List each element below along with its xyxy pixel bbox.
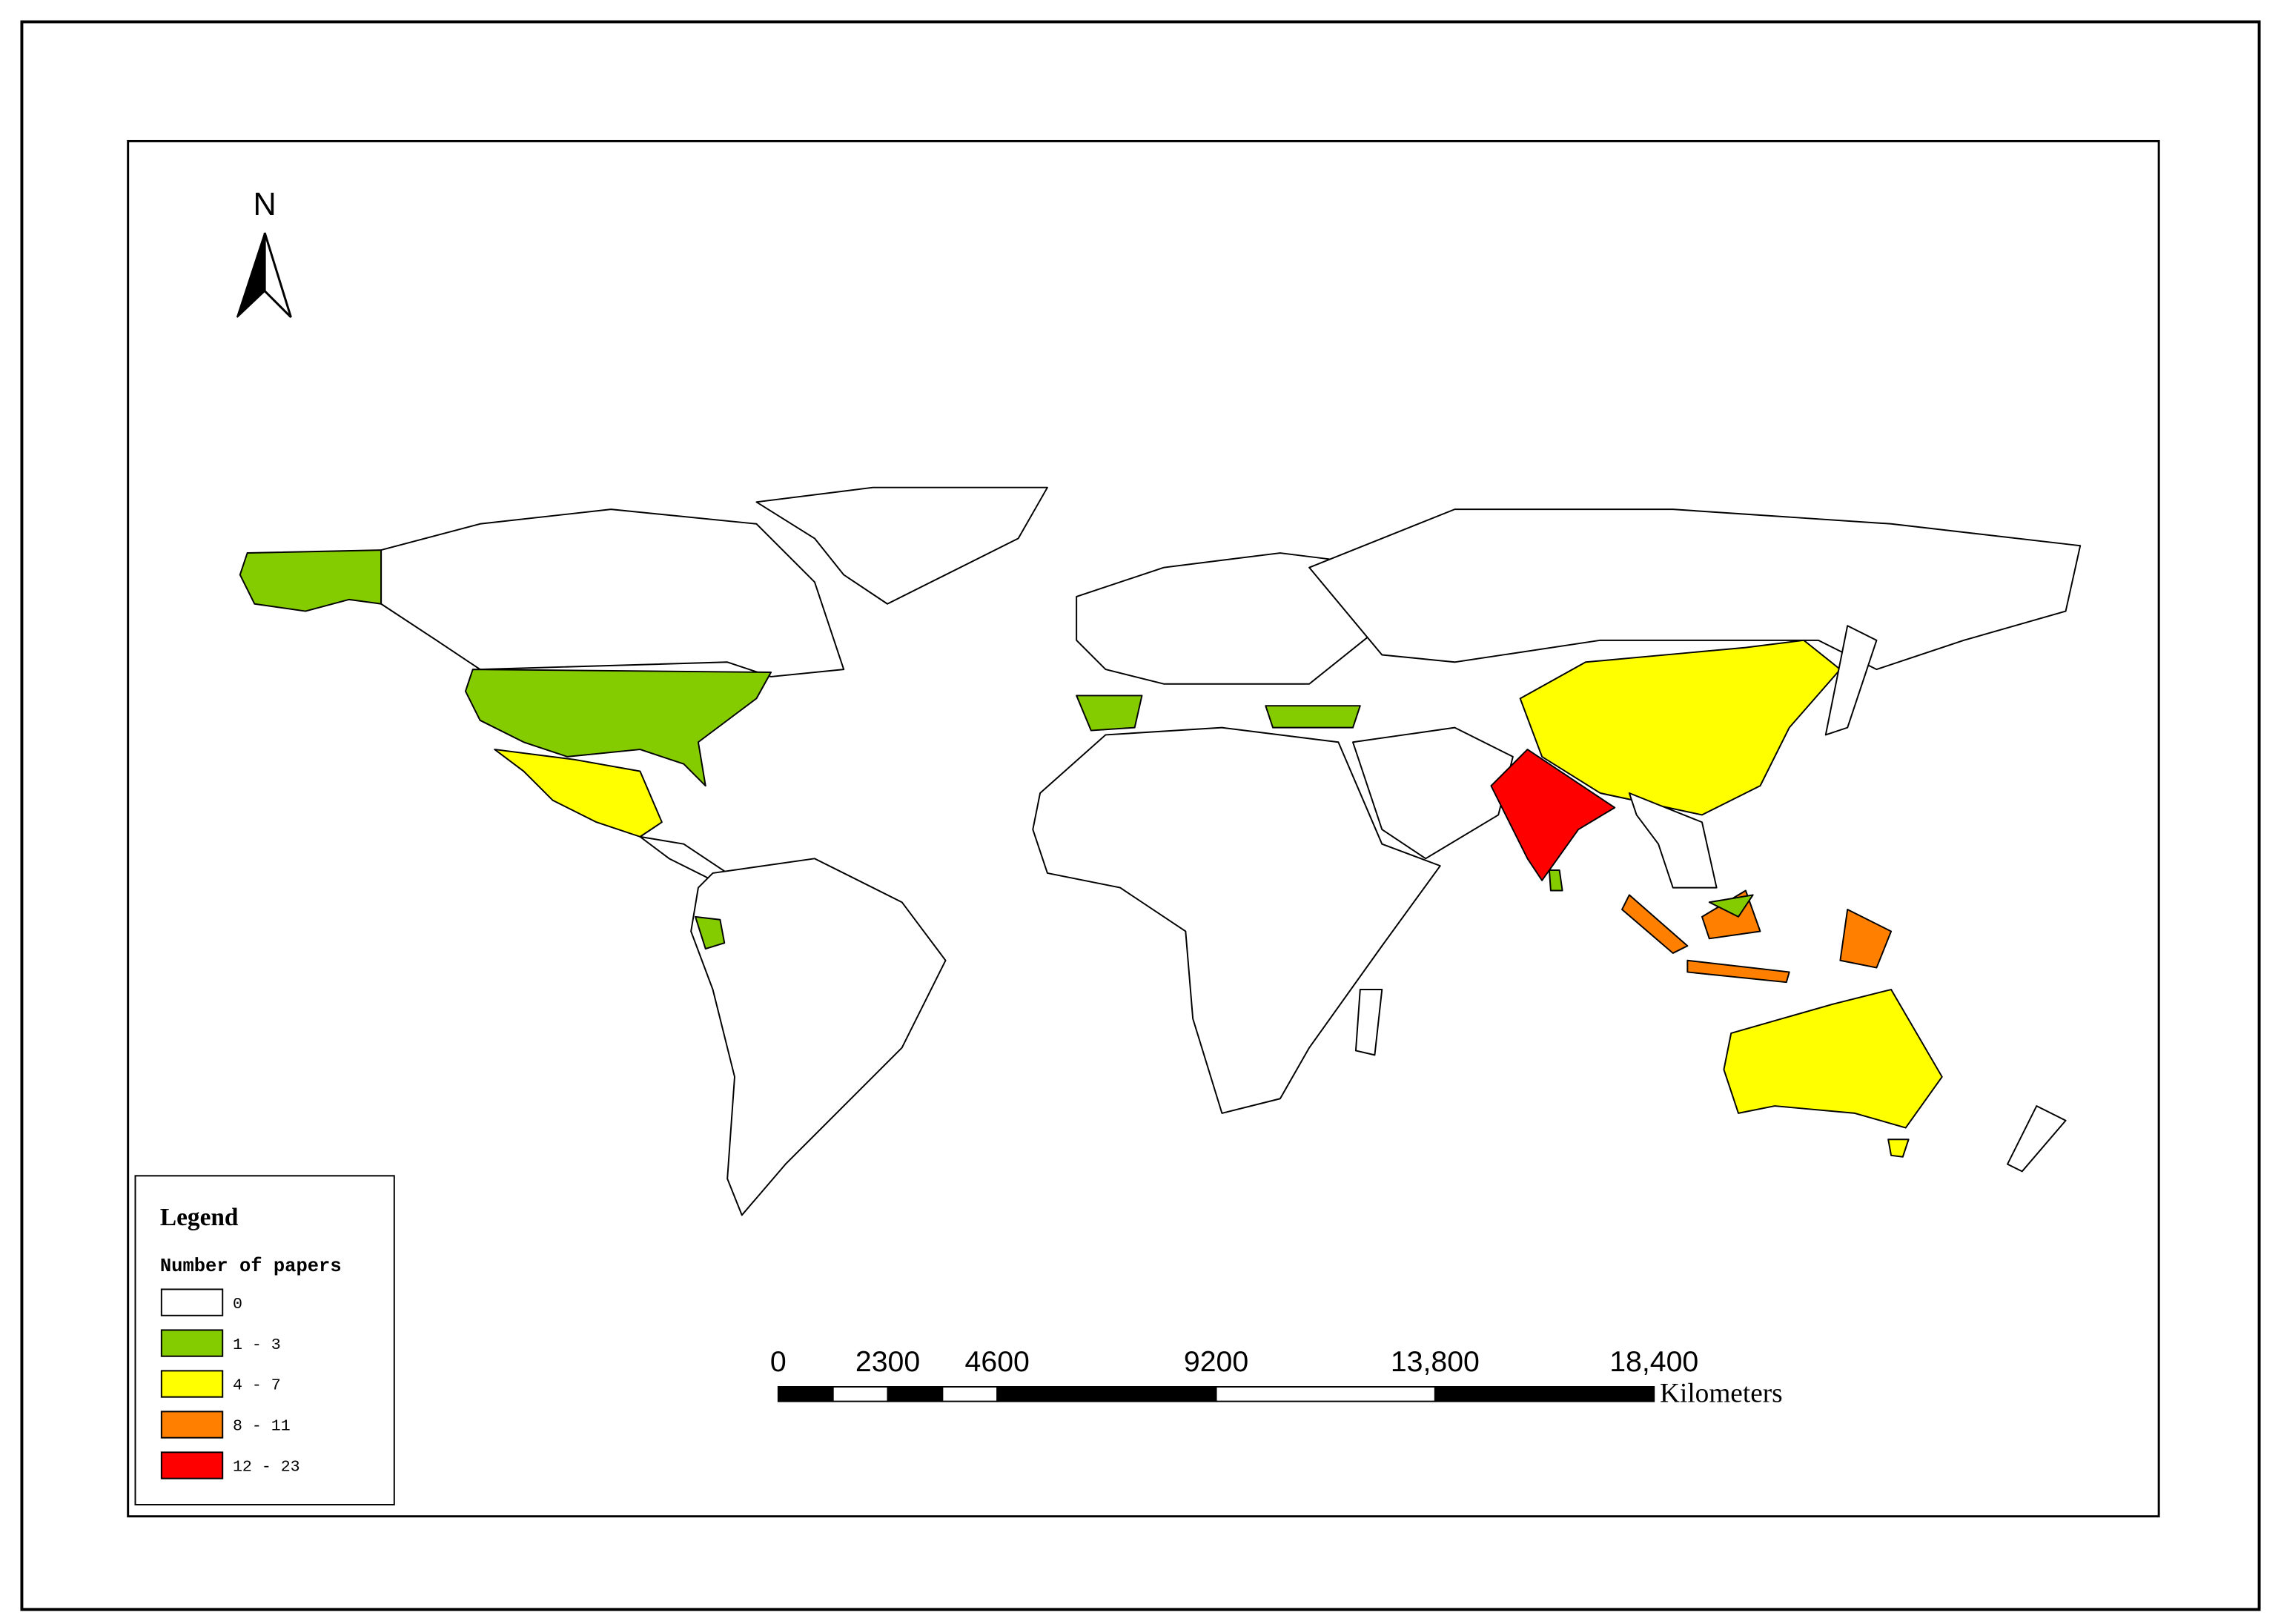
legend-label: 12 - 23 — [233, 1459, 300, 1476]
sri-lanka — [1548, 869, 1563, 892]
scale-segment — [996, 1386, 1217, 1402]
legend: Legend Number of papers 0 1 - 3 4 - 7 8 - 1… — [134, 1175, 395, 1505]
java — [1686, 959, 1790, 984]
legend-subtitle: Number of papers — [160, 1256, 342, 1277]
scale-segment — [887, 1386, 944, 1402]
new-zealand — [2007, 1105, 2067, 1173]
arrow-right — [263, 232, 292, 319]
malaysia — [1708, 894, 1754, 918]
north-label: N — [254, 187, 277, 222]
scale-unit: Kilometers — [1660, 1378, 1783, 1408]
europe — [1076, 552, 1397, 685]
scale-segment — [941, 1386, 999, 1402]
middle-east — [1352, 726, 1514, 860]
scale-segment — [1434, 1386, 1655, 1402]
scale-label: 2300 — [855, 1345, 920, 1378]
india — [1490, 749, 1616, 881]
north-arrow: N — [236, 187, 292, 319]
madagascar — [1354, 989, 1383, 1056]
scale-label: 4600 — [965, 1345, 1030, 1378]
scale-label: 9200 — [1184, 1345, 1248, 1378]
scale-label: 13,800 — [1391, 1345, 1480, 1378]
world-map — [239, 486, 2082, 1216]
japan — [1824, 625, 1878, 736]
legend-swatch — [160, 1370, 224, 1398]
scale-segment — [1215, 1386, 1436, 1402]
greenland — [755, 486, 1048, 605]
usa — [464, 669, 772, 787]
scale-label: 0 — [770, 1345, 787, 1378]
southeast-asia — [1628, 792, 1718, 889]
tasmania — [1887, 1139, 1910, 1158]
canada — [380, 508, 845, 677]
ecuador — [695, 915, 726, 950]
legend-label: 8 - 11 — [233, 1418, 291, 1436]
africa — [1032, 726, 1441, 1114]
legend-label: 0 — [233, 1296, 242, 1313]
spain — [1076, 695, 1143, 732]
papua — [1839, 909, 1893, 969]
legend-swatch — [160, 1329, 224, 1357]
russia — [1308, 508, 2082, 671]
scale-segment — [777, 1386, 834, 1402]
legend-label: 4 - 7 — [233, 1377, 281, 1395]
legend-swatch — [160, 1451, 224, 1479]
sumatra — [1621, 894, 1689, 954]
china — [1519, 639, 1841, 816]
legend-swatch — [160, 1411, 224, 1439]
legend-title: Legend — [160, 1204, 239, 1231]
scale-segment — [832, 1386, 889, 1402]
legend-label: 1 - 3 — [233, 1336, 281, 1354]
scale-label: 18,400 — [1609, 1345, 1698, 1378]
australia — [1723, 989, 1943, 1129]
turkey — [1265, 705, 1361, 729]
legend-swatch — [160, 1288, 224, 1316]
south-america — [690, 858, 947, 1216]
